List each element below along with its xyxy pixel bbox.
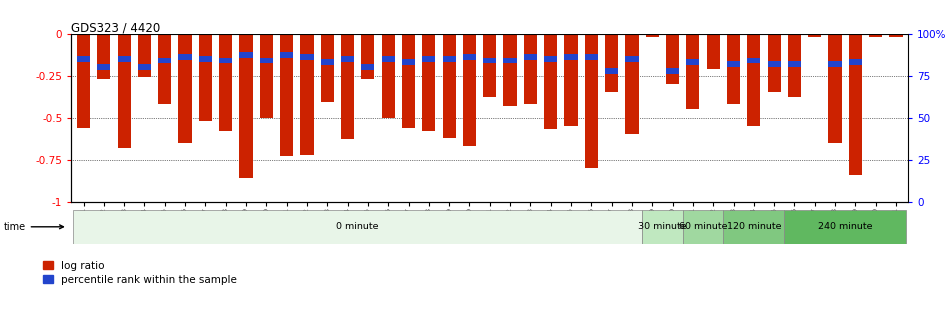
Bar (828, 34, 842, 143)
Bar (524, 34, 537, 104)
Bar (503, 57, 516, 64)
Bar (666, 34, 679, 84)
Bar (785, 210, 906, 244)
Bar (341, 34, 354, 139)
Bar (341, 56, 354, 62)
Bar (787, 34, 801, 97)
Bar (138, 64, 151, 70)
Bar (666, 68, 679, 74)
Bar (240, 34, 253, 178)
Bar (361, 64, 375, 70)
Bar (97, 64, 110, 70)
Bar (849, 34, 862, 175)
Bar (747, 34, 761, 126)
Bar (585, 54, 598, 60)
Bar (642, 210, 683, 244)
Bar (808, 34, 822, 37)
Bar (199, 34, 212, 121)
Bar (727, 34, 740, 104)
Text: 0 minute: 0 minute (337, 222, 379, 231)
Bar (605, 68, 618, 74)
Bar (138, 34, 151, 77)
Bar (381, 56, 395, 62)
Bar (724, 210, 785, 244)
Bar (118, 56, 130, 62)
Bar (687, 34, 700, 109)
Bar (158, 57, 171, 64)
Text: 60 minute: 60 minute (679, 222, 728, 231)
Bar (77, 56, 90, 62)
Bar (219, 57, 232, 64)
Bar (463, 54, 476, 60)
Text: 30 minute: 30 minute (638, 222, 687, 231)
Bar (747, 57, 761, 64)
Bar (179, 54, 192, 60)
Bar (626, 56, 638, 62)
Bar (626, 34, 638, 134)
Bar (320, 59, 334, 65)
Bar (301, 34, 314, 155)
Bar (869, 34, 883, 37)
Text: GDS323 / 4420: GDS323 / 4420 (71, 22, 161, 35)
Bar (179, 34, 192, 143)
Bar (301, 54, 314, 60)
Bar (422, 34, 436, 131)
Bar (707, 34, 720, 69)
Bar (483, 34, 496, 97)
Bar (320, 34, 334, 102)
Bar (402, 34, 416, 128)
Text: time: time (4, 222, 64, 232)
Bar (260, 57, 273, 64)
Bar (422, 56, 436, 62)
Bar (849, 59, 862, 65)
Bar (463, 34, 476, 146)
Bar (787, 61, 801, 67)
Bar (828, 61, 842, 67)
Bar (585, 34, 598, 168)
Bar (564, 54, 577, 60)
Bar (260, 34, 273, 118)
Bar (77, 34, 90, 128)
Bar (483, 57, 496, 64)
Bar (687, 59, 700, 65)
Bar (118, 34, 130, 148)
Bar (73, 210, 642, 244)
Text: 240 minute: 240 minute (818, 222, 872, 231)
Bar (524, 54, 537, 60)
Bar (767, 61, 781, 67)
Bar (280, 34, 293, 156)
Bar (646, 34, 659, 37)
Bar (889, 34, 902, 37)
Bar (280, 52, 293, 58)
Bar (683, 210, 724, 244)
Bar (503, 34, 516, 106)
Bar (97, 34, 110, 79)
Bar (158, 34, 171, 104)
Bar (767, 34, 781, 92)
Bar (564, 34, 577, 126)
Bar (361, 34, 375, 79)
Bar (442, 34, 456, 138)
Bar (219, 34, 232, 131)
Text: 120 minute: 120 minute (727, 222, 781, 231)
Bar (605, 34, 618, 92)
Bar (442, 56, 456, 62)
Bar (727, 61, 740, 67)
Bar (381, 34, 395, 118)
Bar (199, 56, 212, 62)
Bar (402, 59, 416, 65)
Bar (544, 34, 557, 129)
Bar (544, 56, 557, 62)
Legend: log ratio, percentile rank within the sample: log ratio, percentile rank within the sa… (43, 261, 237, 285)
Bar (240, 52, 253, 58)
